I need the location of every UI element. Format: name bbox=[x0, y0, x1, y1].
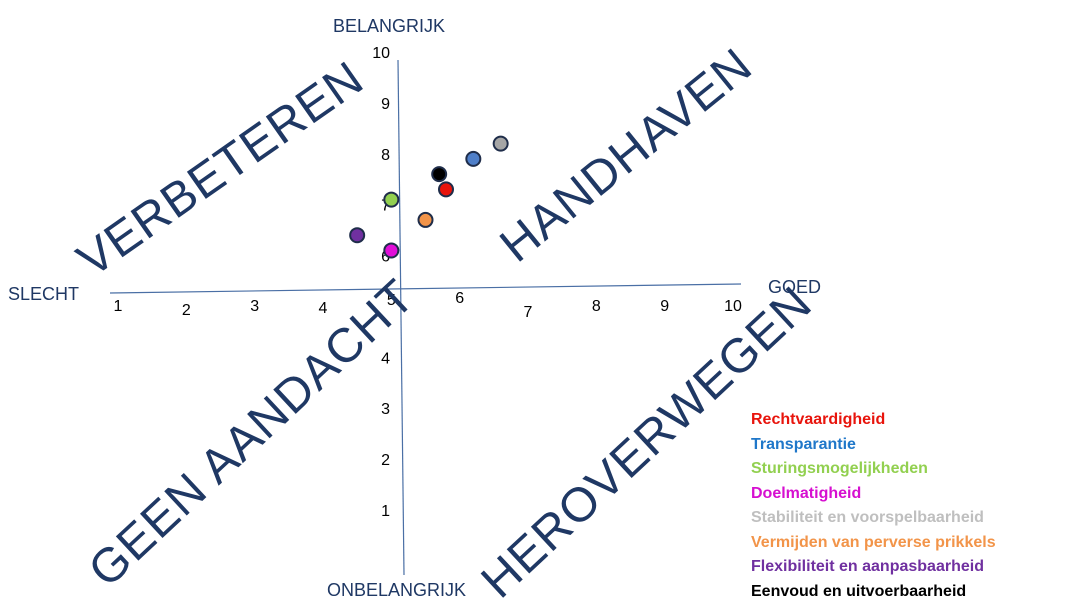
y-axis-line bbox=[397, 59, 405, 576]
legend-entry: Rechtvaardigheid bbox=[751, 411, 886, 428]
x-tick-label: 1 bbox=[114, 298, 123, 315]
axis-label-left: SLECHT bbox=[8, 284, 80, 304]
y-tick-label: 9 bbox=[381, 96, 390, 113]
x-tick-label: 5 bbox=[387, 292, 396, 309]
data-point bbox=[417, 211, 434, 228]
y-tick-label: 2 bbox=[381, 452, 390, 469]
data-point bbox=[383, 191, 400, 208]
x-tick-label: 8 bbox=[592, 298, 601, 315]
x-tick-label: 4 bbox=[319, 300, 328, 317]
y-tick-label: 4 bbox=[381, 350, 390, 367]
legend-entry: Eenvoud en uitvoerbaarheid bbox=[751, 582, 967, 600]
y-tick-label: 3 bbox=[381, 401, 390, 418]
data-point bbox=[431, 166, 448, 183]
axis-label-top: BELANGRIJK bbox=[333, 16, 446, 36]
legend-entry: Stabiliteit en voorspelbaarheid bbox=[751, 509, 984, 526]
y-tick-label: 6 bbox=[381, 249, 390, 266]
x-tick-label: 7 bbox=[524, 304, 533, 321]
data-point bbox=[383, 242, 400, 259]
legend-entry: Vermijden van perverse prikkels bbox=[751, 533, 996, 551]
y-tick-label: 8 bbox=[381, 147, 390, 164]
legend-entry: Flexibiliteit en aanpasbaarheid bbox=[751, 558, 984, 575]
x-tick-label: 10 bbox=[724, 298, 742, 315]
legend-entry: Doelmatigheid bbox=[751, 484, 862, 502]
y-tick-label: 1 bbox=[381, 503, 390, 520]
axis-label-right: GOED bbox=[768, 277, 822, 297]
legend-entry: Sturingsmogelijkheden bbox=[751, 460, 928, 477]
x-tick-label: 9 bbox=[660, 298, 669, 315]
data-point bbox=[492, 135, 509, 152]
y-tick-label: 7 bbox=[381, 198, 390, 215]
legend: Rechtvaardigheid Transparantie Sturingsmog… bbox=[751, 408, 996, 604]
y-tick-label: 10 bbox=[372, 45, 390, 62]
x-tick-label: 3 bbox=[250, 298, 259, 315]
x-tick-label: 6 bbox=[455, 290, 464, 307]
data-point bbox=[438, 181, 454, 198]
axis-label-bottom: ONBELANGRIJK bbox=[327, 580, 467, 600]
x-tick-label: 2 bbox=[182, 302, 191, 319]
legend-entry: Transparantie bbox=[751, 435, 856, 453]
x-axis-line bbox=[109, 283, 742, 294]
data-point bbox=[465, 150, 482, 167]
data-point bbox=[349, 227, 366, 244]
